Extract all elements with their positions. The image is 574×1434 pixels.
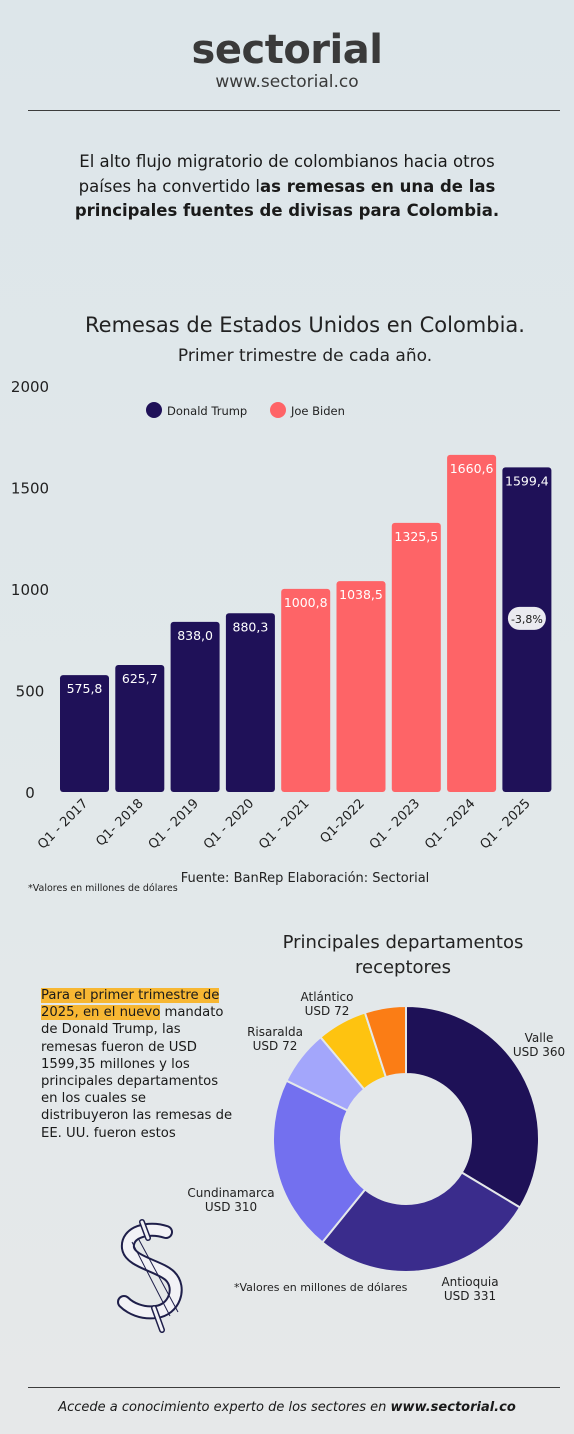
footer-cta: Accede a conocimiento experto de los sec… [0,1400,574,1415]
intro-bold: as remesas en una de las principales fue… [74,176,500,221]
donut-chart [272,1004,540,1273]
x-tick-label: Q1 - 2024 [422,796,478,852]
bar-value-label: 1599,4 [505,473,549,488]
logo-wordmark: sectorial [191,27,383,73]
x-tick-label: Q1 - 2019 [146,796,202,852]
footer-link[interactable]: www.sectorial.co [390,1400,516,1415]
bar-value-label: 1038,5 [339,587,383,602]
donut-label-valle: Valle USD 360 [512,1031,566,1059]
dollar-sign-icon [117,1219,183,1333]
donut-slice [272,1079,367,1244]
bar-value-label: 1325,5 [394,529,438,544]
x-tick-label: Q1 - 2020 [201,796,257,852]
change-badge-label: -3,8% [511,613,543,626]
y-tick-label: 0 [25,784,35,802]
bar [115,664,165,792]
top-divider [28,110,560,111]
donut-label-antioquia: Antioquia USD 331 [441,1275,499,1303]
donut-chart-note: *Valores en millones de dólares [234,1281,408,1294]
bar [447,454,497,792]
bar-chart-subtitle: Primer trimestre de cada año. [177,346,433,366]
x-tick-label: Q1 - 2021 [256,796,312,852]
summary-paragraph: Para el primer trimestre de 2025, en el n… [41,987,237,1142]
donut-label-cundinamarca: Cundinamarca USD 310 [187,1186,275,1214]
highlight-2: 2025, en el nuevo [41,1005,161,1021]
bar [170,621,220,792]
bar-value-label: 625,7 [122,671,158,686]
bar [225,613,275,792]
footer-text: Accede a conocimiento experto de los sec… [58,1400,391,1415]
bar-value-label: 880,3 [233,619,269,634]
bar [60,675,109,792]
bar [281,588,331,792]
legend-swatch [270,402,286,418]
donut-slice [320,1171,522,1273]
highlight-1: Para el primer trimestre de [41,988,220,1003]
bar-chart-note: *Valores en millones de dólares [28,883,178,894]
donut-label-risaralda: Risaralda USD 72 [247,1025,303,1053]
donut-label-atlantico: Atlántico USD 72 [300,990,354,1018]
bar-value-label: 575,8 [67,681,103,696]
donut-chart-title: Principales departamentos receptores [282,932,524,978]
bar-chart-source: Fuente: BanRep Elaboración: Sectorial [180,871,430,886]
x-tick-label: Q1 - 2023 [367,796,423,852]
sectorial-logo: sectorial www.sectorial.co [0,28,574,92]
x-tick-label: Q1-2022 [317,796,367,846]
paragraph-rest: mandato de Donald Trump, las remesas fue… [41,1005,233,1141]
legend-label: Donald Trump [167,404,247,418]
y-tick-label: 1000 [11,581,49,599]
x-tick-label: Q1 - 2025 [477,796,533,852]
y-tick-label: 1500 [11,480,49,498]
donut-slice [405,1004,540,1209]
intro-regular: El alto flujo migratorio de colombianos … [78,152,495,196]
legend-label: Joe Biden [290,404,345,418]
y-tick-label: 2000 [11,378,49,396]
bar-chart: 0 500 1000 1500 2000 Donald Trump Joe Biden 575… [11,378,552,852]
bar-value-label: 1660,6 [450,461,494,476]
bar-value-label: 838,0 [177,628,213,643]
y-tick-label: 500 [16,683,45,701]
x-tick-label: Q1- 2018 [93,796,146,849]
x-tick-label: Q1 - 2017 [35,796,91,852]
intro-text: El alto flujo migratorio de colombianos … [60,150,514,224]
logo-url[interactable]: www.sectorial.co [215,72,359,92]
legend-swatch [146,402,162,418]
donut-slice [363,1004,407,1079]
bar [391,522,441,792]
bottom-divider [28,1387,560,1388]
change-badge [507,606,546,630]
bar-chart-title: Remesas de Estados Unidos en Colombia. [85,313,525,337]
bar-value-label: 1000,8 [284,595,328,610]
bar [336,581,386,792]
